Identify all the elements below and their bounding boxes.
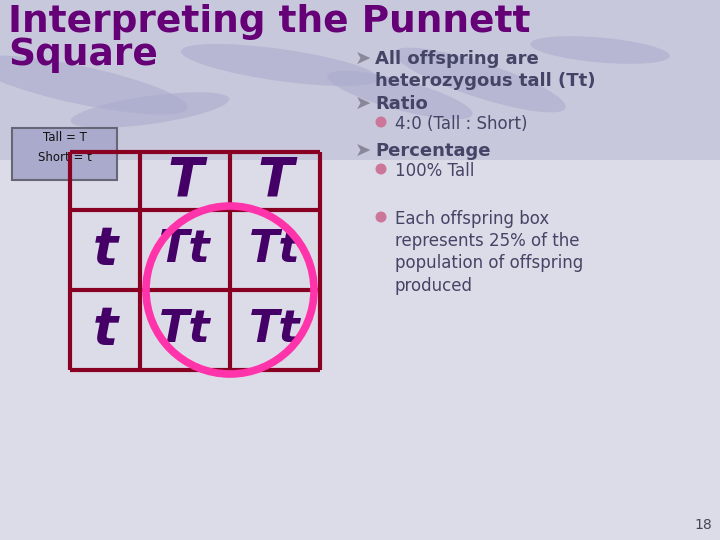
Text: Ratio: Ratio — [375, 95, 428, 113]
Text: Interpreting the Punnett: Interpreting the Punnett — [8, 4, 531, 40]
Text: T: T — [257, 155, 293, 207]
Text: 18: 18 — [694, 518, 712, 532]
Text: Each offspring box
represents 25% of the
population of offspring
produced: Each offspring box represents 25% of the… — [395, 210, 583, 295]
Text: 100% Tall: 100% Tall — [395, 162, 474, 180]
Text: T: T — [167, 155, 203, 207]
Text: All offspring are
heterozygous tall (Tt): All offspring are heterozygous tall (Tt) — [375, 50, 595, 90]
Text: 4:0 (Tall : Short): 4:0 (Tall : Short) — [395, 115, 528, 133]
Text: Percentage: Percentage — [375, 142, 490, 160]
Text: ➤: ➤ — [355, 95, 372, 114]
Text: ➤: ➤ — [355, 50, 372, 69]
Circle shape — [376, 212, 387, 222]
Text: t: t — [92, 304, 117, 356]
Ellipse shape — [328, 71, 472, 119]
Circle shape — [376, 164, 387, 174]
Text: Square: Square — [8, 37, 158, 73]
Ellipse shape — [395, 48, 566, 112]
Text: Tall = T
Short = t: Tall = T Short = t — [38, 131, 92, 164]
Ellipse shape — [530, 36, 670, 64]
Text: ➤: ➤ — [355, 142, 372, 161]
Ellipse shape — [181, 44, 379, 86]
Bar — [0, 0, 720, 160]
Text: t: t — [92, 224, 117, 276]
Ellipse shape — [71, 92, 229, 128]
FancyBboxPatch shape — [12, 128, 117, 180]
Text: Tt: Tt — [159, 308, 211, 352]
Text: Tt: Tt — [249, 228, 301, 272]
Text: Tt: Tt — [159, 228, 211, 272]
Circle shape — [376, 117, 387, 127]
Ellipse shape — [0, 56, 188, 114]
Text: Tt: Tt — [249, 308, 301, 352]
